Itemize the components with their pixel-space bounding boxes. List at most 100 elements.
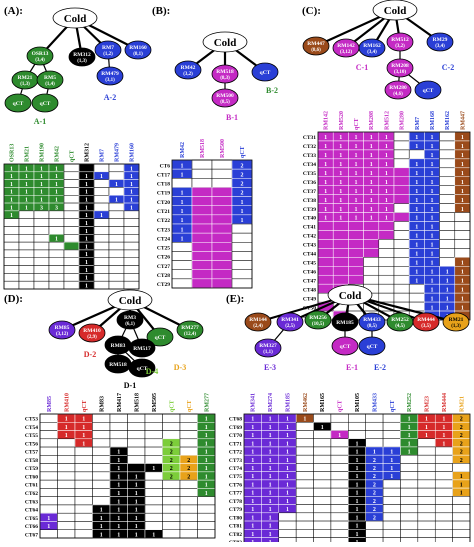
column-header: qCT — [354, 118, 360, 130]
cell-value: 1 — [356, 532, 359, 538]
cell — [400, 504, 419, 514]
cell — [382, 421, 401, 431]
cell — [211, 187, 233, 197]
cell-value: 1 — [40, 190, 43, 196]
cell-value: 1 — [390, 466, 393, 472]
cell — [211, 196, 233, 206]
cell-value: 2 — [460, 450, 463, 456]
cell — [92, 463, 111, 473]
cell-value: 1 — [85, 221, 88, 227]
cell-value: 1 — [100, 516, 103, 522]
cell — [63, 195, 80, 204]
node — [251, 62, 279, 82]
cell-value: 2 — [241, 191, 244, 197]
row-label: CT75 — [229, 474, 242, 480]
cell-value: 2 — [373, 458, 376, 464]
cell-value: 1 — [100, 213, 103, 219]
cell — [295, 463, 314, 472]
column-header: RM341 — [251, 393, 257, 412]
cell-value: 1 — [461, 260, 464, 266]
cell — [330, 454, 349, 464]
cell — [93, 163, 110, 173]
cell-value: 1 — [431, 296, 434, 302]
cell — [454, 230, 471, 240]
cell-value: 1 — [10, 205, 13, 211]
cell — [434, 454, 453, 464]
cell — [197, 529, 216, 539]
node-label: RM21 — [18, 75, 33, 81]
cell — [452, 537, 471, 547]
node — [202, 31, 248, 53]
cell — [162, 496, 181, 506]
cell-value: 1 — [251, 482, 254, 488]
node — [331, 312, 359, 332]
cell-value: 1 — [355, 198, 358, 204]
node — [414, 80, 442, 100]
cell — [317, 239, 334, 249]
row-label: CT65 — [25, 516, 38, 522]
cell-value: 1 — [356, 482, 359, 488]
column-header: RM83 — [99, 396, 105, 412]
cell — [144, 422, 163, 431]
cell — [393, 158, 410, 169]
cell-value: 1 — [461, 269, 464, 275]
column-header: qCT — [169, 400, 175, 412]
cell — [434, 487, 453, 497]
cell-value: 1 — [130, 198, 133, 204]
node-sub: (2,4) — [253, 324, 263, 329]
node-sub: (3,4) — [35, 58, 45, 63]
group-label: E-3 — [264, 363, 276, 372]
cell — [348, 257, 364, 267]
cell — [211, 214, 233, 225]
cell — [179, 413, 198, 423]
cell — [39, 430, 58, 440]
cell-value: 1 — [355, 144, 358, 150]
node — [386, 58, 414, 78]
cell-value: 1 — [390, 474, 393, 480]
cell-value: 1 — [269, 474, 272, 480]
cell-value: 1 — [355, 207, 358, 213]
cell — [108, 265, 125, 274]
row-label: CT80 — [229, 515, 242, 521]
node-sub: (1,3) — [20, 82, 30, 87]
cell — [74, 504, 93, 514]
row-label: CT61 — [25, 483, 38, 489]
node-label: RM83 — [111, 343, 126, 349]
cell — [109, 422, 128, 431]
cell — [313, 463, 332, 472]
node — [442, 312, 470, 332]
cell — [313, 413, 332, 423]
cell-value: 1 — [286, 507, 289, 513]
cell-value: 1 — [269, 491, 272, 497]
cell — [57, 471, 76, 481]
cell — [317, 230, 334, 240]
cell-value: 1 — [251, 441, 254, 447]
cell — [330, 504, 349, 514]
cell — [317, 248, 334, 258]
node — [31, 93, 59, 113]
node-sub: (8,5) — [367, 324, 377, 329]
cell — [378, 239, 395, 249]
cell — [382, 438, 401, 448]
cell-value: 1 — [85, 268, 88, 274]
cell — [191, 260, 213, 270]
cell — [123, 249, 140, 258]
cell-value: 1 — [205, 425, 208, 431]
cell — [57, 504, 76, 514]
cell — [454, 212, 471, 222]
cell — [295, 487, 314, 497]
cell-value: 1 — [117, 483, 120, 489]
node-sub: (2,5) — [285, 324, 295, 329]
cell-value: 1 — [181, 172, 184, 178]
cell-value: 1 — [431, 278, 434, 284]
column-header: RM190 — [40, 143, 46, 162]
node-sub: (3,2) — [395, 44, 405, 49]
node-sub: (3,1) — [105, 78, 115, 83]
cell-value: 1 — [415, 234, 418, 240]
cell-value: 1 — [135, 499, 138, 505]
cell — [439, 158, 456, 169]
cell — [393, 149, 410, 160]
row-label: CT58 — [25, 458, 38, 464]
cell — [231, 269, 253, 280]
row-label: CT69 — [229, 425, 242, 431]
